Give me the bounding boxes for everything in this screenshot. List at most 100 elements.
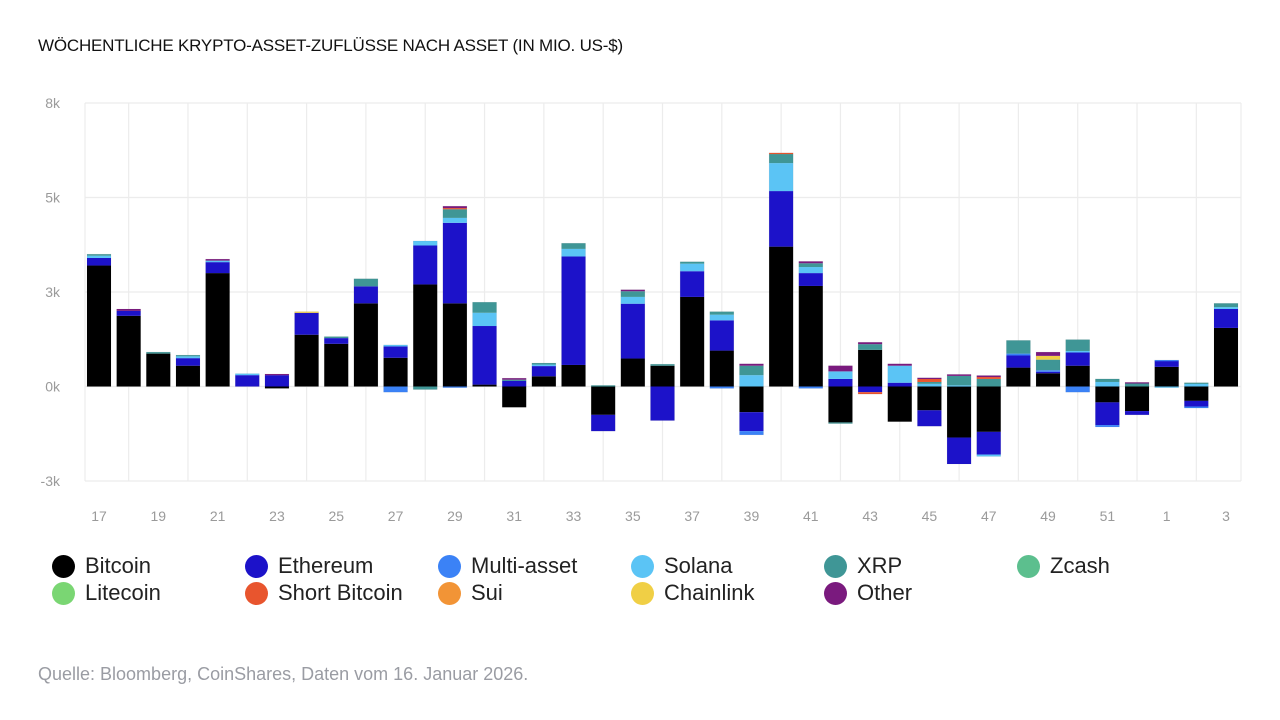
bar-group-week-46 [946,374,972,465]
bar-group-week-21 [205,258,230,387]
bar-segment-multi-asset [1184,406,1209,409]
bar-segment-bitcoin [1214,327,1238,387]
bar-group-week-18 [116,308,141,387]
bar-segment-chainlink [294,311,319,313]
legend-swatch-icon [245,581,268,605]
bar-outline [383,344,408,393]
bar-segment-solana [1154,386,1179,388]
bar-segment-multi-asset [1036,370,1061,372]
bar-segment-other [858,342,883,345]
legend-label: Ethereum [278,553,374,578]
bar-outline [1184,382,1209,409]
bar-outline [205,258,230,387]
bar-segment-ethereum [502,380,527,387]
bar-segment-xrp [413,386,438,390]
legend-label: XRP [857,553,903,578]
bar-segment-bitcoin [116,315,141,387]
bar-segment-bitcoin [264,386,289,389]
bar-segment-ethereum [917,410,942,427]
bar-segment-bitcoin [828,386,853,423]
legend-label: Bitcoin [85,553,152,578]
bar-segment-xrp [1214,303,1238,308]
x-tick-label: 37 [684,508,700,524]
bar-segment-ethereum [413,245,438,285]
bar-segment-xrp [947,375,972,386]
legend-swatch-icon [824,581,847,605]
legend-label: Multi-asset [471,553,578,578]
bar-segment-bitcoin [917,386,942,411]
legend-swatch-icon [245,554,268,578]
legend-item-ethereum: Ethereum [245,552,373,580]
bar-outline [739,363,764,436]
bar-outline [887,363,913,422]
bar-segment-chainlink [1036,355,1061,360]
x-tick-label: 23 [269,508,285,524]
bar-segment-ethereum [1036,371,1061,374]
y-tick-label: 3k [45,284,61,300]
bar-group-week-32 [531,362,557,387]
bar-group-week-36 [650,363,675,421]
bar-segment-xrp [591,385,616,387]
bar-outline [294,311,319,387]
bar-segment-ethereum [828,378,853,387]
bar-outline [86,253,112,387]
bar-segment-solana [175,356,200,359]
bar-segment-xrp [680,261,705,264]
bar-outline [709,311,735,389]
bar-segment-ethereum [383,346,408,358]
bar-group-week-51 [1095,378,1120,428]
bar-segment-xrp [531,363,556,365]
bar-segment-short-bitcoin [858,392,883,395]
bar-group-week-41 [798,261,824,389]
bar-segment-solana [620,296,645,304]
bar-segment-solana [709,314,734,321]
legend-item-short-bitcoin: Short Bitcoin [245,579,403,607]
bar-segment-xrp [442,209,467,218]
x-tick-label: 47 [981,508,997,524]
bar-segment-ethereum [858,386,883,393]
bar-group-week-29 [442,205,468,388]
bar-outline [116,308,141,387]
bar-segment-bitcoin [1036,373,1061,387]
bar-outline [323,336,349,387]
bar-segment-short-bitcoin [442,208,467,210]
bar-segment-bitcoin [798,285,823,387]
bar-group-week-45 [917,377,942,427]
bar-segment-xrp [1065,339,1090,351]
bar-segment-other [442,206,467,209]
bar-segment-solana [561,248,586,257]
bar-segment-solana [472,312,497,327]
bar-segment-multi-asset [709,386,734,389]
bar-segment-xrp [650,364,675,366]
bar-segment-solana [1095,381,1120,387]
bar-segment-other [798,261,823,264]
bar-group-week-33 [561,242,586,387]
bar-group-week-26 [353,278,379,387]
legend-label: Litecoin [85,580,161,605]
bar-segment-solana [442,217,467,223]
legend-item-multi-asset: Multi-asset [438,552,577,580]
bar-group-week-20 [175,354,201,387]
bar-segment-ethereum [976,431,1001,455]
legend-item-bitcoin: Bitcoin [52,552,151,580]
bar-segment-xrp [175,355,200,357]
bar-segment-bitcoin [175,365,200,387]
bar-group-week-47 [976,375,1002,457]
bar-segment-bitcoin [591,386,616,415]
bar-group-week-19 [146,351,171,387]
y-tick-label: 5k [45,190,61,206]
legend-item-litecoin: Litecoin [52,579,161,607]
bar-outline [768,152,794,387]
source-note: Quelle: Bloomberg, CoinShares, Daten vom… [38,664,529,684]
bar-segment-solana [917,383,942,387]
bar-group-week-3 [1213,303,1239,387]
bar-segment-solana [1214,307,1238,310]
bar-outline [976,375,1002,457]
bar-segment-ethereum [709,320,734,351]
bar-outline [1124,382,1150,416]
bar-segment-ethereum [1184,400,1209,407]
x-tick-label: 17 [91,508,107,524]
x-axis: 17 19 21 23 25 27 29 31 33 35 37 39 41 43 45 47 49 51 1 3 [91,508,1230,524]
bar-segment-ethereum [887,382,912,387]
legend-swatch-icon [438,581,461,605]
